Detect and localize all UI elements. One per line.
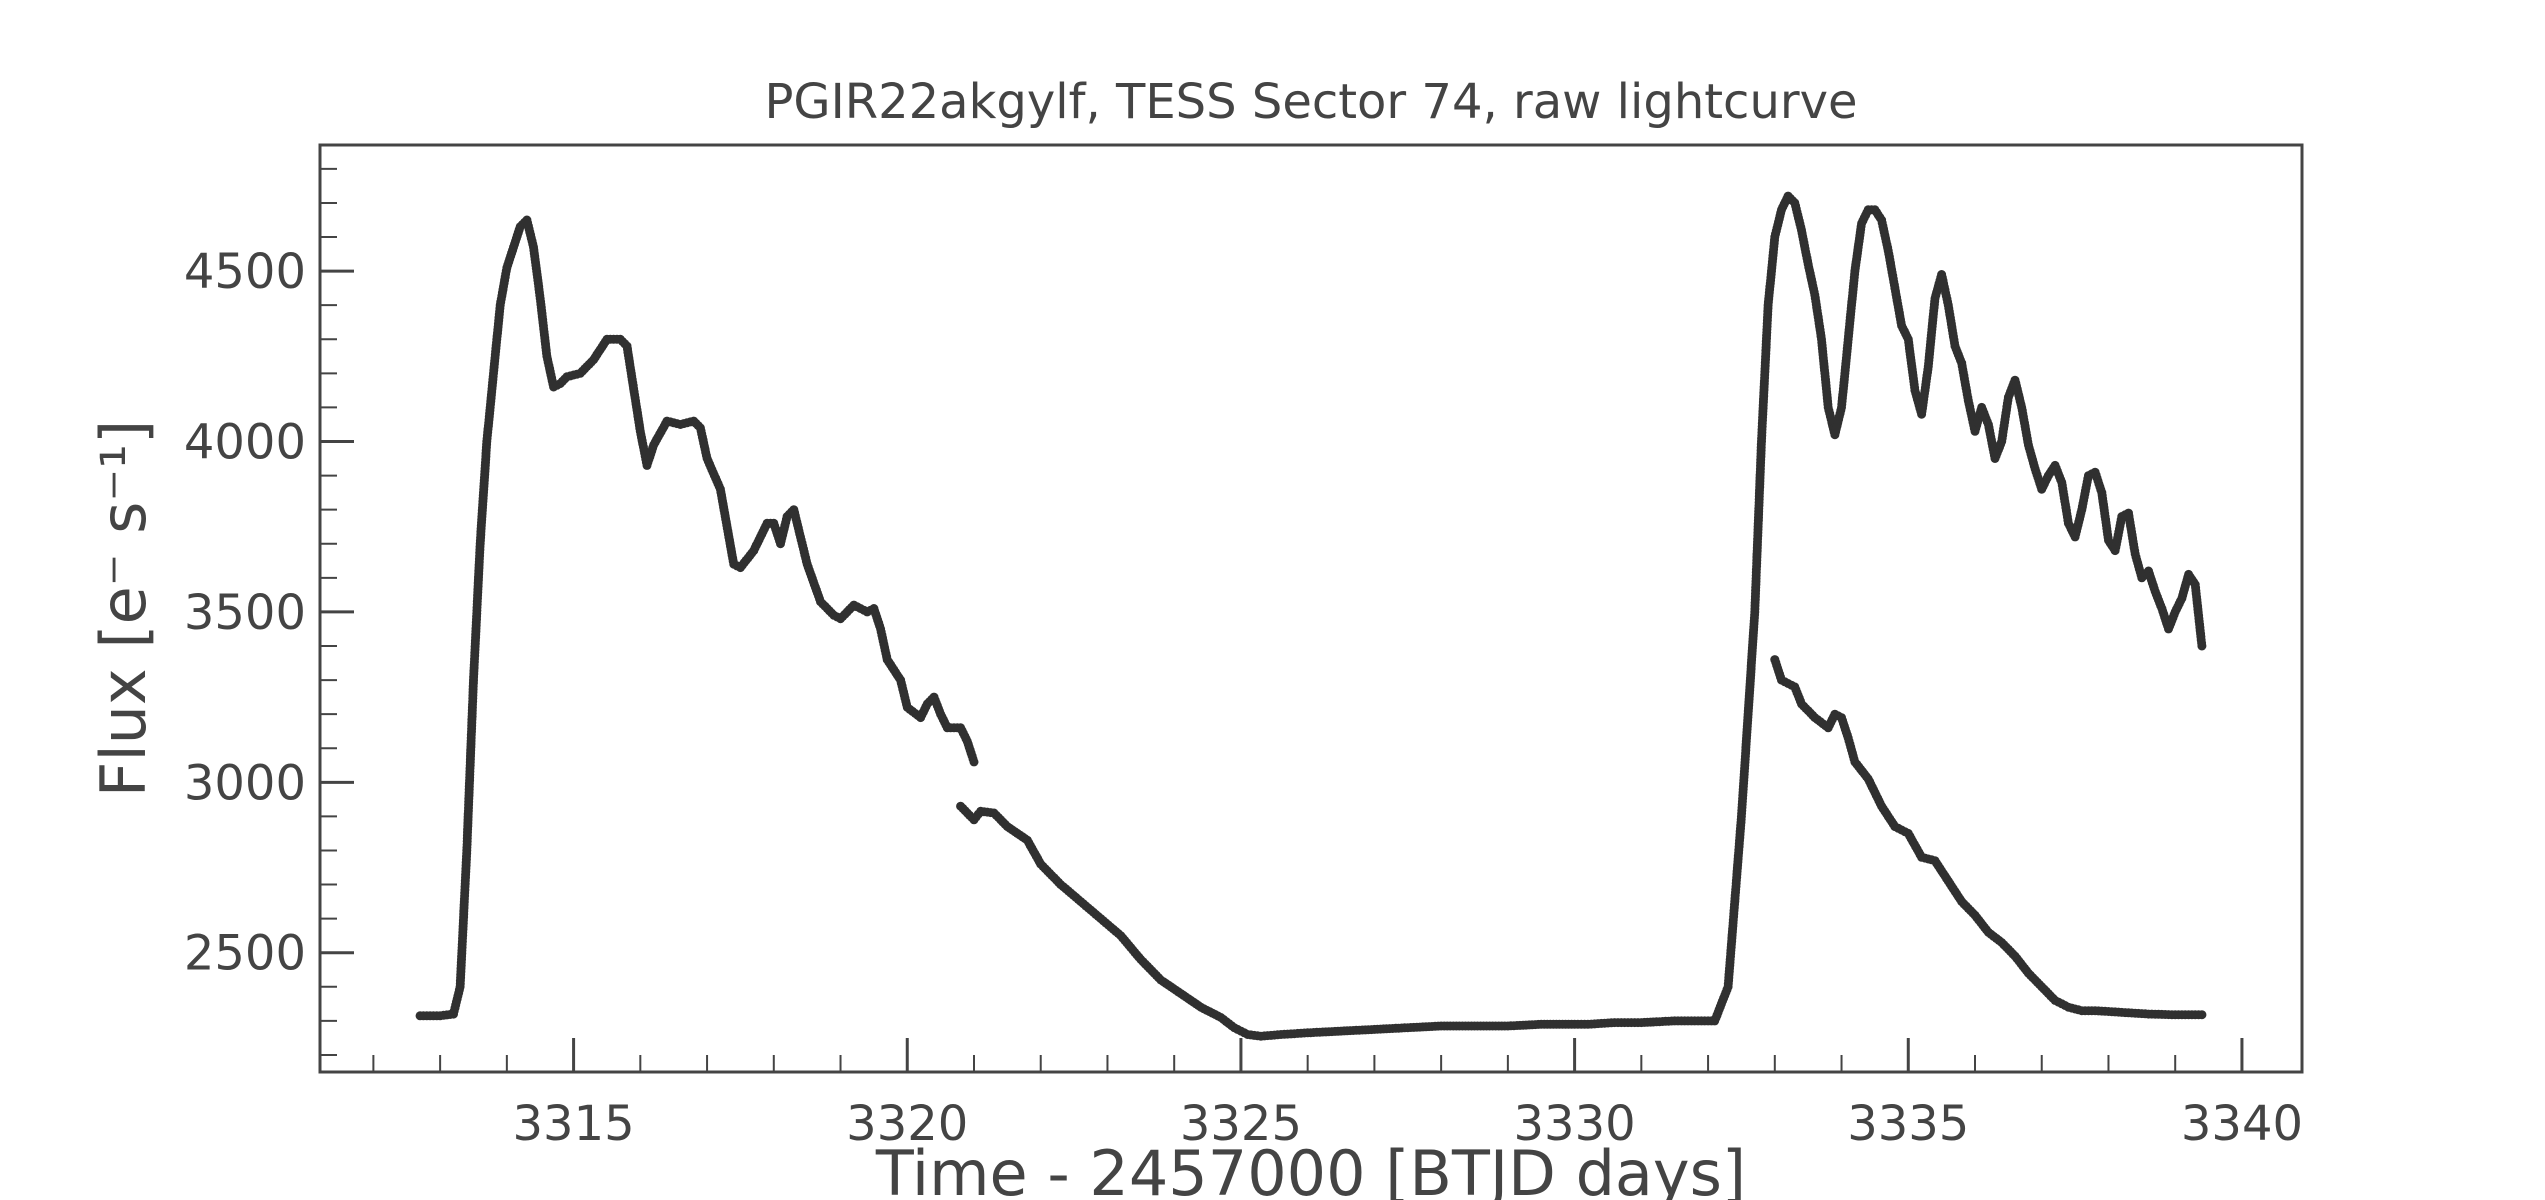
y-axis-ticks: 2500 3000 3500 4000 4500 [184,167,354,1056]
data-point [2197,641,2207,651]
data-series [415,191,2207,1041]
x-tick-label: 3335 [1847,1096,1969,1152]
x-axis-ticks: 3315 3320 3325 3330 3335 3340 [372,1038,2303,1152]
x-tick-label: 3315 [513,1096,635,1152]
plot-area [318,143,2304,1074]
y-tick-label: 3000 [184,755,306,811]
x-tick-label: 3340 [2181,1096,2303,1152]
x-tick-label: 3325 [1180,1096,1302,1152]
y-tick-label: 2500 [184,926,306,982]
y-tick-label: 4000 [184,415,306,471]
y-tick-label: 3500 [184,585,306,641]
data-point [2197,1010,2207,1020]
data-point [969,757,979,767]
y-axis-label: Flux [e⁻ s⁻¹] [87,420,160,797]
x-axis-label: Time - 2457000 [BTJD days] [875,1137,1746,1200]
x-tick-label: 3320 [846,1096,968,1152]
y-tick-label: 4500 [184,244,306,300]
chart-title: PGIR22akgylf, TESS Sector 74, raw lightc… [764,74,1857,130]
plot-frame [318,143,2304,1074]
x-tick-label: 3330 [1514,1096,1636,1152]
